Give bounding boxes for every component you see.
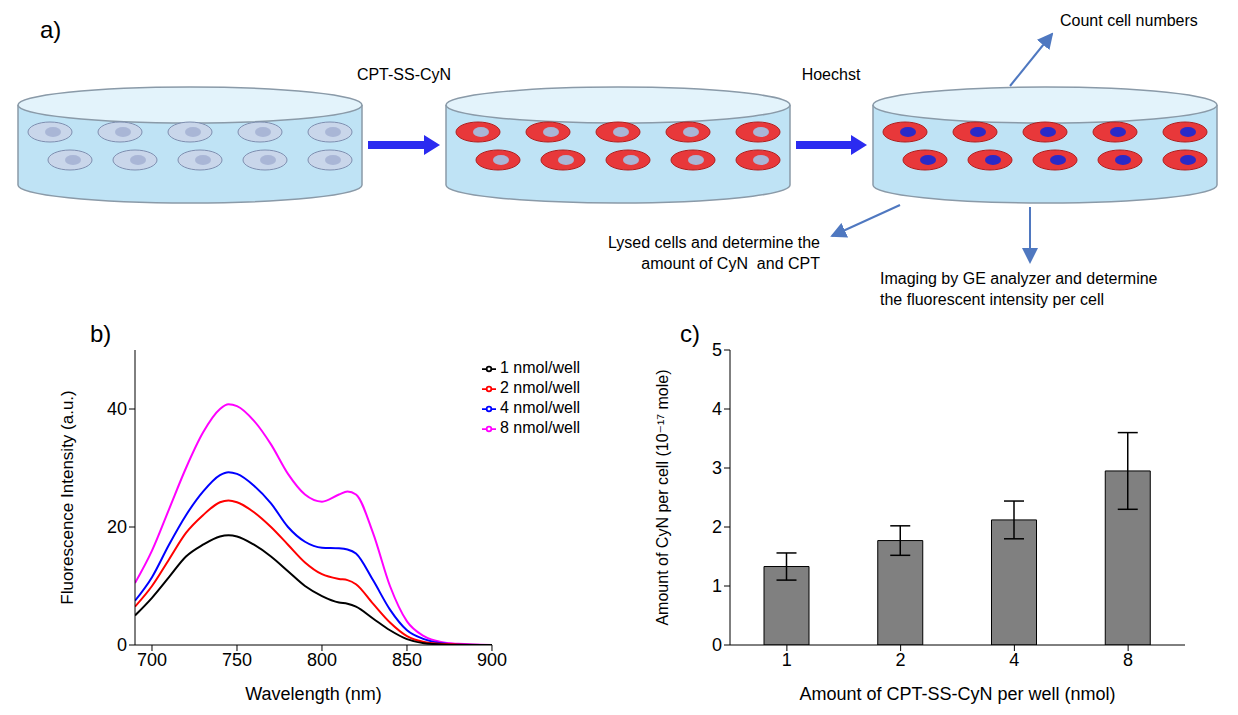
svg-text:Amount of CPT-SS-CyN per well: Amount of CPT-SS-CyN per well (nmol) xyxy=(799,684,1115,704)
svg-text:750: 750 xyxy=(222,650,252,670)
svg-text:Lysed cells and determine the: Lysed cells and determine the xyxy=(608,234,820,251)
svg-text:the fluorescent intensity per: the fluorescent intensity per cell xyxy=(880,291,1104,308)
html-text:c): c) xyxy=(680,320,700,347)
svg-text:amount of CyN and CPT: amount of CyN and CPT xyxy=(641,255,820,272)
svg-text:0: 0 xyxy=(712,635,722,655)
html-text:4 nmol/well: 4 nmol/well xyxy=(500,399,580,416)
svg-text:CPT-SS-CyN: CPT-SS-CyN xyxy=(357,66,451,83)
svg-text:2: 2 xyxy=(712,517,722,537)
svg-text:2: 2 xyxy=(896,650,906,670)
svg-text:Imaging by GE analyzer and det: Imaging by GE analyzer and determine xyxy=(880,270,1158,287)
svg-text:900: 900 xyxy=(477,650,507,670)
svg-text:3: 3 xyxy=(712,458,722,478)
svg-text:8: 8 xyxy=(1123,650,1133,670)
svg-text:a): a) xyxy=(40,16,61,43)
svg-text:Amount of CyN per cell (10⁻¹⁷: Amount of CyN per cell (10⁻¹⁷ mole) xyxy=(654,369,671,625)
html-text:b): b) xyxy=(90,320,112,347)
html-text:8 nmol/well: 8 nmol/well xyxy=(500,419,580,436)
svg-text:1: 1 xyxy=(712,576,722,596)
html-text:1 nmol/well: 1 nmol/well xyxy=(500,359,580,376)
svg-text:800: 800 xyxy=(307,650,337,670)
svg-text:4: 4 xyxy=(1009,650,1019,670)
svg-text:Fluorescence Intensity (a.u.): Fluorescence Intensity (a.u.) xyxy=(58,390,77,604)
svg-text:700: 700 xyxy=(137,650,167,670)
svg-text:40: 40 xyxy=(107,399,127,419)
svg-text:850: 850 xyxy=(392,650,422,670)
svg-text:Hoechst: Hoechst xyxy=(802,66,861,83)
svg-text:0: 0 xyxy=(117,635,127,655)
svg-text:4: 4 xyxy=(712,399,722,419)
svg-text:Wavelength (nm): Wavelength (nm) xyxy=(245,684,381,704)
svg-text:5: 5 xyxy=(712,340,722,360)
svg-text:20: 20 xyxy=(107,517,127,537)
svg-text:Count cell numbers: Count cell numbers xyxy=(1060,12,1198,29)
html-text:2 nmol/well: 2 nmol/well xyxy=(500,379,580,396)
svg-text:1: 1 xyxy=(782,650,792,670)
